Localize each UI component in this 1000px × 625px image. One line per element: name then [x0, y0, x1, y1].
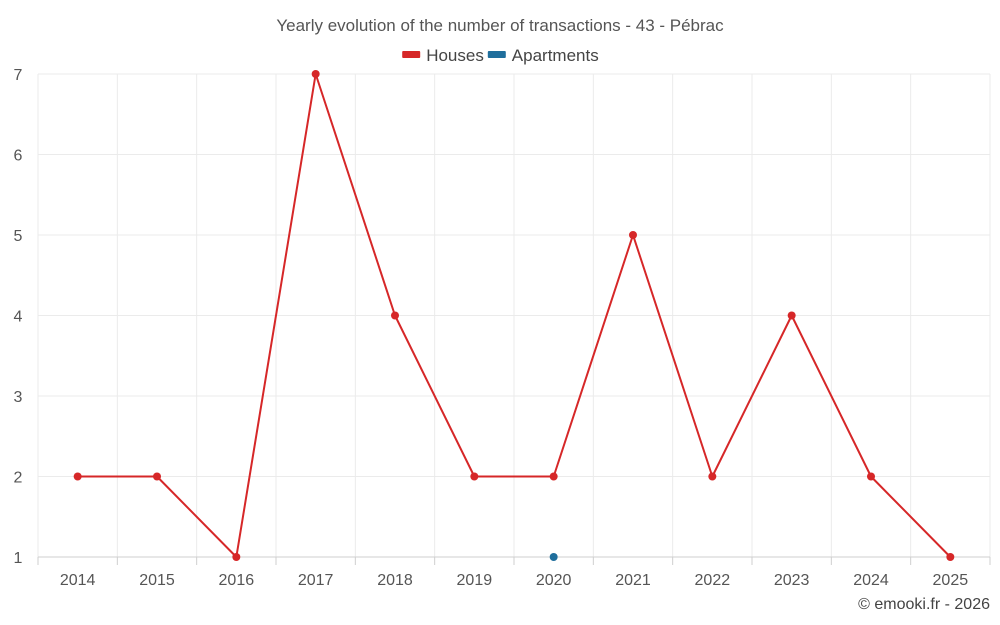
y-tick-label: 7	[14, 67, 23, 84]
x-tick-label: 2016	[219, 572, 255, 589]
y-tick-label: 5	[14, 228, 23, 245]
x-tick-label: 2022	[695, 572, 731, 589]
x-tick-label: 2015	[139, 572, 175, 589]
legend-swatch-apartments	[487, 51, 506, 58]
legend-label-houses: Houses	[426, 46, 484, 65]
y-tick-label: 4	[14, 309, 23, 326]
x-tick-label: 2017	[298, 572, 334, 589]
legend-swatch-houses	[402, 51, 421, 58]
houses-point-2021[interactable]	[629, 231, 637, 239]
x-tick-label: 2023	[774, 572, 810, 589]
x-tick-label: 2014	[60, 572, 96, 589]
houses-point-2014[interactable]	[73, 472, 82, 481]
y-tick-label: 1	[14, 550, 23, 567]
houses-point-2015[interactable]	[153, 472, 161, 481]
x-tick-label: 2024	[853, 572, 889, 589]
x-tick-label: 2025	[933, 572, 969, 589]
houses-point-2024[interactable]	[867, 472, 875, 481]
x-tick-label: 2021	[615, 572, 651, 589]
y-tick-label: 2	[14, 470, 23, 487]
y-tick-label: 3	[14, 389, 23, 406]
apartments-point-2020[interactable]	[549, 553, 558, 561]
houses-point-2025[interactable]	[946, 553, 955, 561]
series-layer	[73, 70, 955, 561]
houses-point-2018[interactable]	[391, 311, 399, 320]
x-tick-label: 2020	[536, 572, 572, 589]
legend-item-apartments[interactable]: Apartments	[487, 46, 599, 65]
houses-point-2016[interactable]	[232, 553, 241, 561]
legend-label-apartments: Apartments	[512, 46, 599, 65]
houses-point-2020[interactable]	[549, 472, 558, 481]
legend: Houses Apartments	[402, 46, 599, 65]
houses-point-2022[interactable]	[708, 472, 717, 481]
houses-series-line	[77, 73, 952, 558]
x-axis-ticks: 2014 2015 2016 2017 2018 2019 2020 2021 2022 2023…	[60, 572, 968, 589]
houses-point-2017[interactable]	[311, 70, 320, 78]
houses-point-2023[interactable]	[787, 311, 796, 320]
y-axis-ticks: 1 2 3 4 5 6 7	[14, 67, 23, 567]
y-tick-label: 6	[14, 148, 23, 165]
credit-text: © emooki.fr - 2026	[858, 596, 990, 613]
x-tick-label: 2018	[377, 572, 413, 589]
houses-point-2019[interactable]	[470, 472, 479, 481]
legend-item-houses[interactable]: Houses	[402, 46, 484, 65]
chart-title: Yearly evolution of the number of transa…	[276, 16, 724, 35]
grid	[37, 73, 991, 565]
x-tick-label: 2019	[457, 572, 493, 589]
